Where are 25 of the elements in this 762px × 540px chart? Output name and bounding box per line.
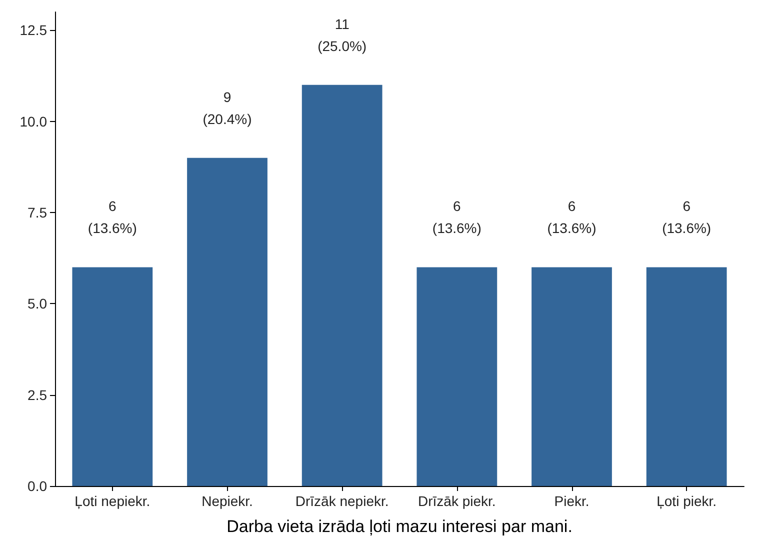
x-tick-label: Nepiekr.: [202, 493, 253, 509]
bar: [532, 267, 612, 486]
x-tick-label: Drīzāk nepiekr.: [295, 493, 389, 509]
x-tick-label: Drīzāk piekr.: [418, 493, 496, 509]
bar: [646, 267, 727, 486]
data-label: 6 (13.6%): [662, 198, 712, 236]
data-label: 6 (13.6%): [432, 198, 482, 236]
bar: [72, 267, 153, 486]
data-label: 9 (20.4%): [202, 88, 252, 127]
data-label: 11 (25.0%): [318, 16, 367, 54]
x-tick-label: Ļoti piekr.: [656, 493, 717, 509]
bar: [416, 267, 498, 486]
data-label: 6 (13.6%): [88, 198, 137, 236]
y-tick-label: 10.0: [20, 113, 48, 130]
x-tick-label: Ļoti nepiekr.: [74, 493, 150, 509]
x-tick-label: Piekr.: [554, 493, 590, 509]
y-tick-label: 12.5: [20, 22, 48, 38]
y-tick-label: 7.5: [28, 204, 48, 221]
bar: [187, 158, 268, 486]
x-axis-title: Darba vieta izrāda ļoti mazu interesi par mani.: [226, 517, 572, 536]
y-tick-label: 5.0: [28, 296, 48, 312]
bar: [302, 84, 382, 486]
y-tick-label: 2.5: [28, 386, 48, 403]
data-label: 6 (13.6%): [547, 198, 596, 236]
y-tick-label: 0.0: [28, 478, 48, 494]
